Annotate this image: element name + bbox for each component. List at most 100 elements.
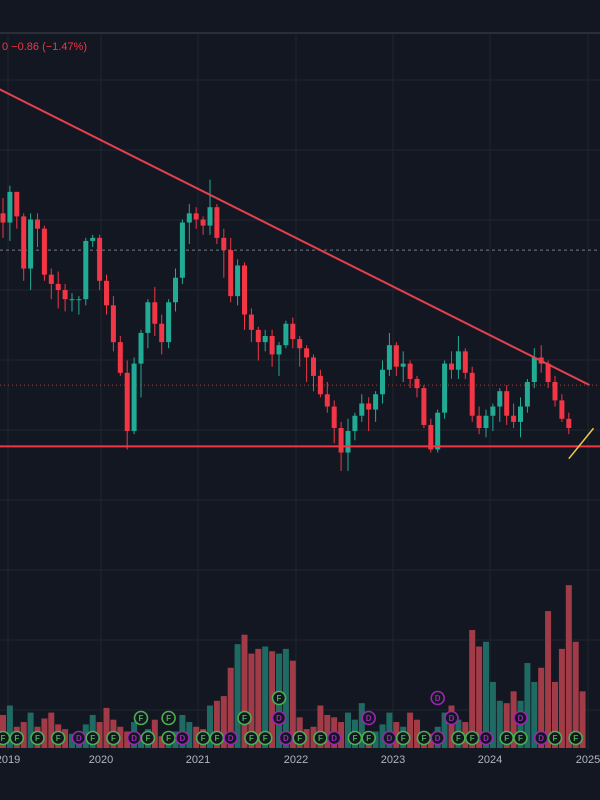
earnings-marker-icon[interactable]: F (568, 730, 584, 746)
candle-body (455, 351, 461, 370)
candle-body (311, 357, 316, 376)
candle-body (297, 339, 303, 349)
earnings-marker-icon[interactable]: F (30, 730, 45, 746)
earnings-marker-icon[interactable]: F (237, 710, 252, 726)
candle-body (179, 222, 185, 278)
volume-bar (524, 663, 531, 748)
marker-letter: F (90, 734, 95, 743)
dividend-marker-icon[interactable]: D (533, 730, 549, 746)
marker-letter: F (352, 734, 357, 743)
volume-bar (41, 718, 48, 748)
dividend-marker-icon[interactable]: D (271, 710, 287, 726)
candle-body (200, 219, 206, 226)
earnings-marker-icon[interactable]: F (244, 730, 259, 746)
x-tick-label: 2019 (0, 754, 20, 766)
candle-body (559, 400, 565, 419)
dividend-marker-icon[interactable]: D (126, 730, 142, 746)
marker-letter: F (166, 734, 171, 743)
candle-body (552, 382, 558, 401)
marker-circle (444, 710, 459, 726)
dividend-marker-icon[interactable]: D (71, 730, 87, 746)
earnings-marker-icon[interactable]: F (313, 730, 328, 746)
earnings-marker-icon[interactable]: F (209, 730, 225, 746)
volume-bar (345, 712, 351, 748)
candle-body (518, 406, 523, 422)
earnings-marker-icon[interactable]: F (0, 730, 11, 746)
dividend-marker-icon[interactable]: D (223, 730, 238, 746)
dividend-marker-icon[interactable]: D (430, 730, 446, 746)
earnings-marker-icon[interactable]: F (106, 730, 121, 746)
candle-body (14, 191, 20, 217)
dividend-marker-icon[interactable]: D (513, 710, 528, 726)
candle-body (359, 403, 365, 416)
volume-bar (248, 653, 255, 748)
earnings-marker-icon[interactable]: F (499, 730, 515, 746)
marker-letter: D (331, 734, 337, 743)
dividend-marker-icon[interactable]: D (444, 710, 459, 726)
candle-body (235, 265, 241, 297)
earnings-marker-icon[interactable]: F (416, 730, 432, 746)
candle-body (228, 250, 234, 297)
marker-letter: D (180, 734, 186, 743)
candle-body (131, 363, 137, 432)
x-axis: 2019 2020 2021 2022 2023 2024 2025 (0, 754, 600, 766)
earnings-marker-icon[interactable]: F (271, 690, 287, 706)
marker-circle (175, 730, 190, 746)
earnings-marker-icon[interactable]: F (161, 710, 176, 726)
dividend-marker-icon[interactable]: D (326, 730, 342, 746)
volume-bar (552, 681, 558, 748)
candle-body (173, 277, 178, 303)
earnings-marker-icon[interactable]: F (85, 730, 100, 746)
candle-body (186, 213, 192, 223)
marker-circle (133, 710, 149, 726)
marker-circle (244, 730, 259, 746)
marker-letter: F (401, 734, 406, 743)
marker-circle (395, 730, 411, 746)
dividend-marker-icon[interactable]: D (278, 730, 294, 746)
earnings-marker-icon[interactable]: F (347, 730, 363, 746)
candle-body (345, 431, 351, 453)
volume-bar (6, 705, 13, 748)
marker-letter: F (242, 714, 247, 723)
marker-letter: D (483, 734, 489, 743)
marker-letter: F (553, 734, 558, 743)
marker-letter: D (276, 714, 282, 723)
candle-body (276, 345, 282, 355)
candle-body (524, 382, 530, 407)
earnings-marker-icon[interactable]: F (513, 730, 528, 746)
earnings-marker-icon[interactable]: F (9, 730, 25, 746)
x-tick-label: 2021 (186, 754, 210, 766)
earnings-marker-icon[interactable]: F (50, 730, 66, 746)
earnings-marker-icon[interactable]: F (361, 730, 377, 746)
marker-circle (513, 730, 528, 746)
marker-letter: D (435, 734, 441, 743)
earnings-marker-icon[interactable]: F (195, 730, 211, 746)
dividend-marker-icon[interactable]: D (478, 730, 494, 746)
earnings-marker-icon[interactable]: F (547, 730, 563, 746)
marker-letter: F (56, 734, 61, 743)
volume-bar (572, 641, 579, 748)
earnings-marker-icon[interactable]: F (161, 730, 176, 746)
earnings-marker-icon[interactable]: F (133, 710, 149, 726)
earnings-marker-icon[interactable]: F (257, 730, 273, 746)
marker-circle (430, 690, 446, 706)
volume-bar (220, 696, 227, 748)
event-markers[interactable]: F F F F D F F D F F D F F D F F D F F D F F D F F D F F D F F D F FF F F D D D… (0, 690, 584, 746)
marker-circle (382, 730, 397, 746)
candle-body (55, 283, 61, 290)
dividend-marker-icon[interactable]: D (382, 730, 397, 746)
earnings-marker-icon[interactable]: F (292, 730, 308, 746)
dividend-marker-icon[interactable]: D (175, 730, 190, 746)
drawings (0, 88, 600, 460)
dividend-marker-icon[interactable]: D (430, 690, 446, 706)
marker-letter: D (228, 734, 234, 743)
earnings-marker-icon[interactable]: F (140, 730, 156, 746)
dividend-marker-icon[interactable]: D (361, 710, 377, 726)
earnings-marker-icon[interactable]: F (464, 730, 480, 746)
volume-bar (289, 660, 296, 748)
earnings-marker-icon[interactable]: F (395, 730, 411, 746)
x-tick-label: 2022 (284, 754, 308, 766)
candle-body (166, 302, 172, 343)
earnings-marker-icon[interactable]: F (451, 730, 466, 746)
